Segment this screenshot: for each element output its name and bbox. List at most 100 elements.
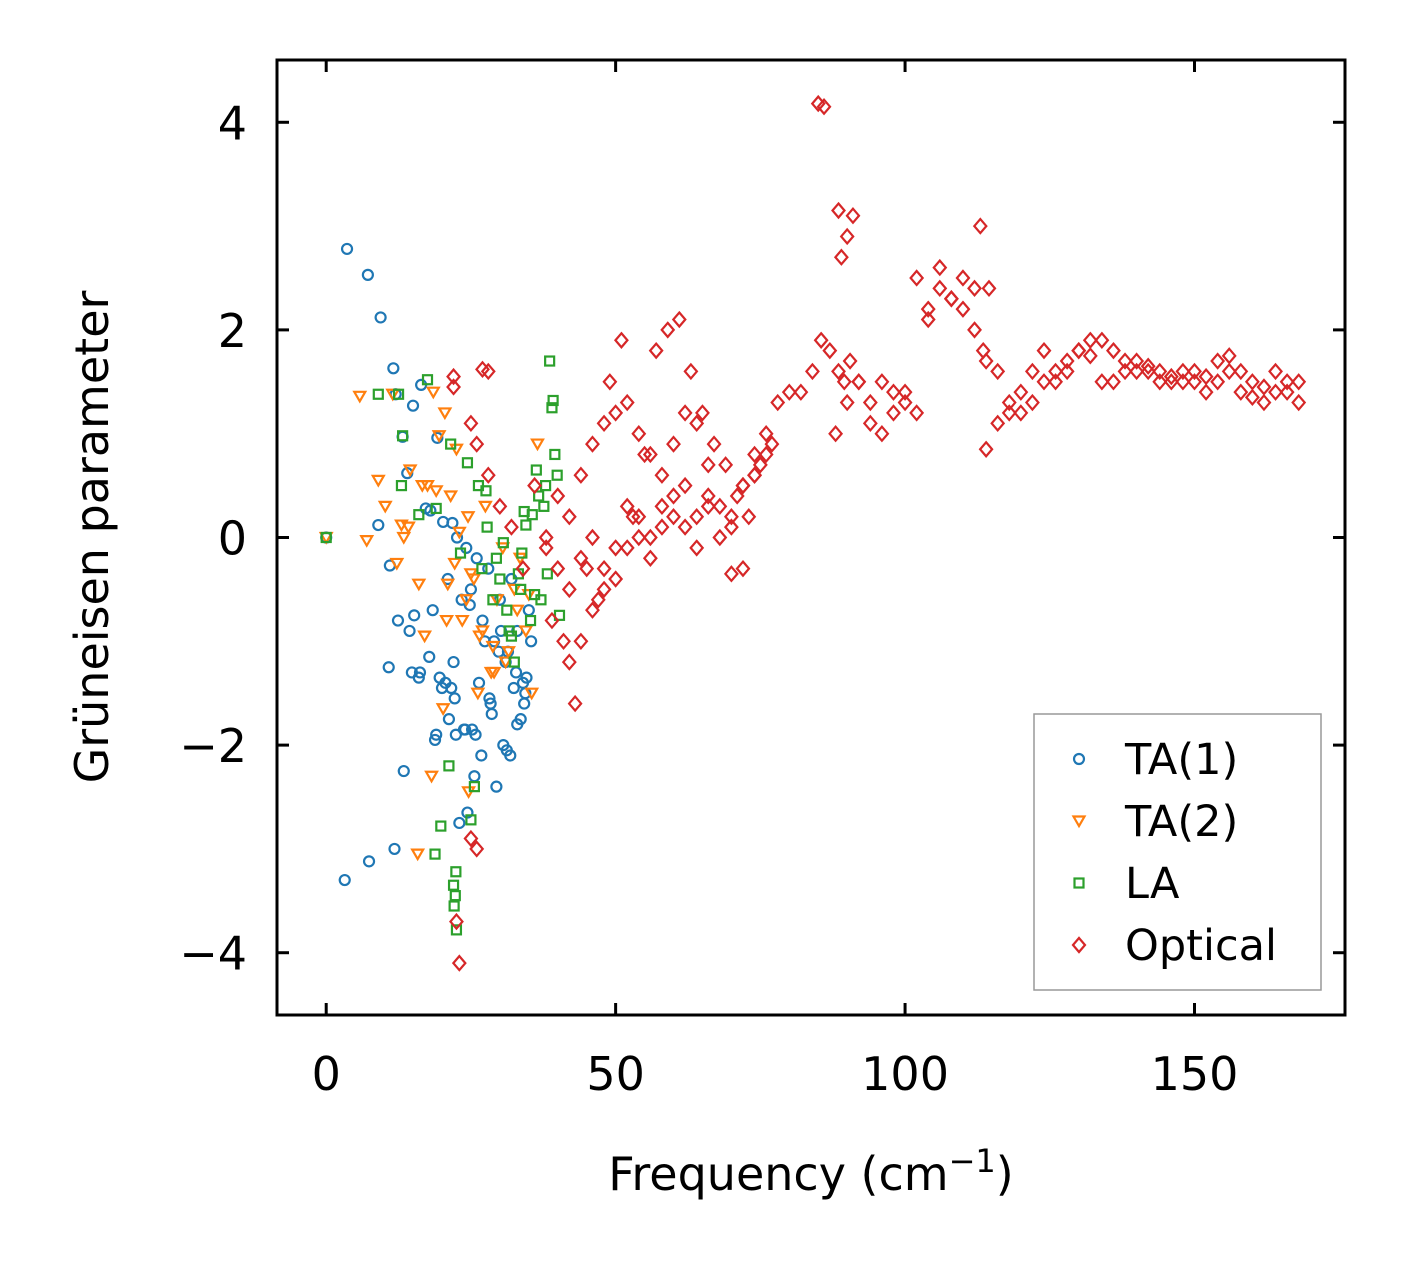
y-tick-label: −2 xyxy=(179,719,247,773)
data-point xyxy=(1129,362,1145,381)
x-tick-label: 100 xyxy=(861,1047,949,1101)
data-point xyxy=(449,890,461,902)
data-point xyxy=(440,578,456,592)
x-tick-label: 0 xyxy=(312,1047,341,1101)
data-point xyxy=(498,656,514,670)
data-point xyxy=(590,591,606,609)
data-point xyxy=(515,559,531,578)
data-point xyxy=(429,848,441,860)
data-point xyxy=(990,414,1006,433)
data-point xyxy=(1268,383,1283,401)
data-point xyxy=(712,497,728,516)
data-point xyxy=(389,557,405,571)
data-point xyxy=(642,445,658,464)
data-point xyxy=(831,362,846,381)
data-point xyxy=(446,367,462,386)
data-point xyxy=(920,310,936,329)
data-point xyxy=(735,559,751,578)
data-point xyxy=(1059,352,1075,370)
legend-entry: Optical xyxy=(1071,921,1277,971)
data-point xyxy=(497,537,509,549)
data-point xyxy=(886,383,901,401)
data-point xyxy=(1140,357,1156,375)
data-point xyxy=(550,487,566,505)
legend-label: TA(2) xyxy=(1124,797,1238,847)
data-point xyxy=(654,466,670,484)
data-point xyxy=(654,518,670,536)
data-point xyxy=(886,404,901,422)
data-point xyxy=(463,568,479,582)
data-point xyxy=(862,414,878,433)
data-point xyxy=(1163,367,1179,386)
data-point xyxy=(700,497,716,516)
data-point xyxy=(469,435,485,453)
data-point xyxy=(370,474,386,488)
data-point xyxy=(385,388,401,402)
data-point xyxy=(447,655,460,669)
data-point xyxy=(408,609,421,622)
data-point xyxy=(550,559,566,578)
data-point xyxy=(1048,362,1064,381)
data-point xyxy=(402,464,418,478)
data-point xyxy=(660,321,676,339)
data-point xyxy=(573,632,589,650)
data-point xyxy=(509,604,525,618)
data-point xyxy=(538,500,550,512)
data-point xyxy=(874,373,890,391)
data-point xyxy=(518,625,534,639)
data-point xyxy=(1001,393,1017,412)
data-point xyxy=(406,399,420,412)
data-point xyxy=(525,635,538,648)
data-point xyxy=(631,508,647,526)
data-point xyxy=(781,383,797,401)
data-point xyxy=(437,407,453,421)
data-point xyxy=(689,508,705,526)
data-point xyxy=(897,383,913,401)
data-point xyxy=(831,201,846,220)
data-point xyxy=(338,873,351,887)
data-point xyxy=(608,570,624,588)
data-point xyxy=(561,580,577,599)
data-point xyxy=(1117,352,1133,370)
x-axis-label: Frequency (cm−1) xyxy=(608,1142,1013,1201)
data-point xyxy=(556,632,571,650)
data-point xyxy=(426,604,439,617)
data-point xyxy=(518,505,530,518)
data-point xyxy=(573,466,589,484)
data-point xyxy=(387,362,400,375)
data-point xyxy=(654,497,670,516)
data-point xyxy=(547,394,559,407)
data-point xyxy=(430,728,443,741)
axis-ticks: 0 50 100 150 −4 −2 0 2 4 xyxy=(179,60,1345,1101)
data-point xyxy=(528,588,541,601)
data-point xyxy=(443,490,459,504)
data-point xyxy=(637,445,653,464)
data-point xyxy=(490,780,503,793)
data-point xyxy=(424,770,439,784)
data-point xyxy=(833,248,849,266)
x-axis-label-superscript: −1 xyxy=(949,1142,996,1180)
data-point xyxy=(723,508,739,526)
data-point xyxy=(503,625,515,637)
data-point xyxy=(573,549,589,567)
data-point xyxy=(451,526,467,540)
data-point xyxy=(457,723,471,736)
data-point xyxy=(723,518,739,536)
x-tick-label: 150 xyxy=(1151,1047,1239,1101)
data-point xyxy=(978,352,994,370)
data-point xyxy=(520,671,533,684)
data-point xyxy=(978,440,994,458)
data-point xyxy=(955,300,971,318)
data-point xyxy=(448,912,464,931)
y-tick-label: 4 xyxy=(218,96,247,150)
data-point xyxy=(1175,373,1191,391)
data-point xyxy=(421,374,434,386)
data-point xyxy=(758,425,774,443)
data-point xyxy=(1291,393,1307,412)
data-point xyxy=(468,781,480,793)
data-point xyxy=(551,469,563,481)
data-point xyxy=(1082,331,1098,349)
data-point xyxy=(758,445,774,464)
data-point xyxy=(619,539,635,557)
data-point xyxy=(828,425,844,443)
